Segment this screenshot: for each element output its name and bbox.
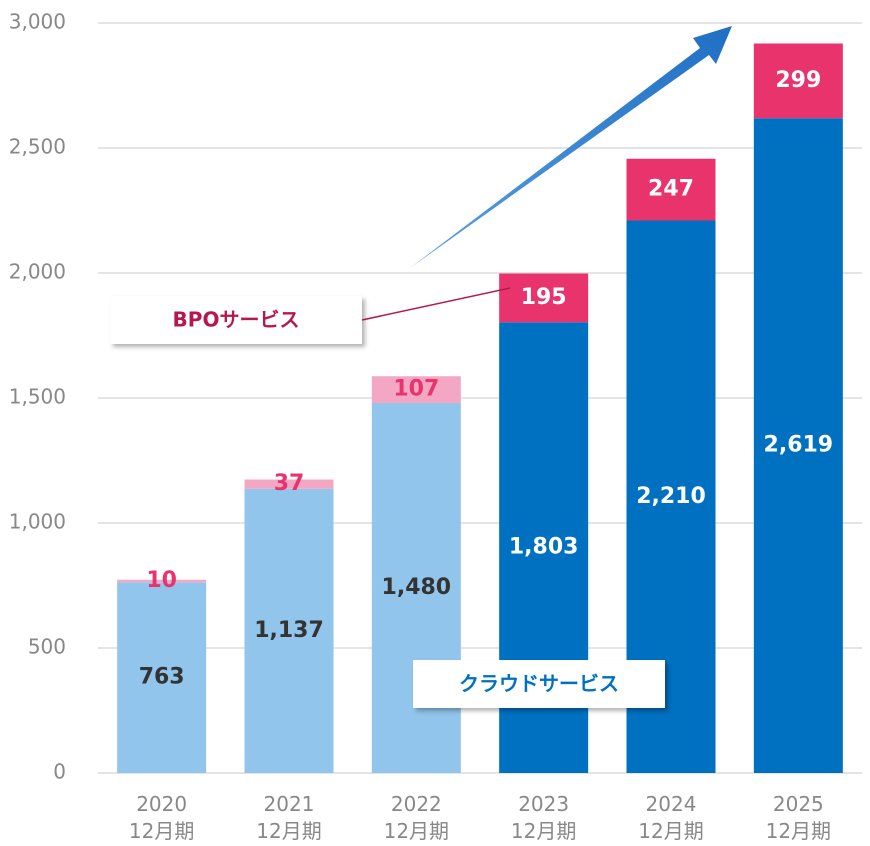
data-label: 10 [146, 568, 177, 593]
data-label: 763 [139, 665, 185, 690]
data-label: 37 [274, 471, 305, 496]
y-tick-label: 2,000 [9, 260, 66, 284]
x-tick-label: 2022 12月期 [383, 792, 450, 843]
data-label: 195 [521, 285, 567, 310]
data-label: 247 [648, 177, 694, 202]
legend-label: BPOサービス [173, 308, 300, 332]
legend-box [413, 660, 665, 708]
bar-segment [371, 403, 461, 773]
data-label: 2,619 [764, 433, 834, 458]
bar-segment [371, 376, 461, 403]
y-tick-label: 0 [53, 760, 66, 784]
legend-box [110, 296, 362, 344]
data-label: 1,803 [509, 535, 579, 560]
data-label: 2,210 [636, 484, 706, 509]
y-tick-label: 2,500 [9, 135, 66, 159]
bar-segment [244, 479, 334, 489]
legend-leader [361, 287, 511, 321]
bar-segment [244, 488, 334, 773]
y-tick-label: 3,000 [9, 10, 66, 34]
y-tick-label: 1,000 [9, 510, 66, 534]
x-tick-label: 2025 12月期 [765, 792, 832, 843]
y-tick-label: 500 [28, 635, 66, 659]
data-label: 107 [393, 377, 439, 402]
growth-arrow [410, 26, 732, 268]
data-label: 1,137 [254, 618, 324, 643]
bar-segment [117, 579, 207, 583]
x-tick-label: 2023 12月期 [510, 792, 577, 843]
bar-segment [117, 582, 207, 773]
bar-segment [626, 158, 716, 221]
legend-label: クラウドサービス [459, 672, 619, 696]
y-tick-label: 1,500 [9, 385, 66, 409]
bar-segment [753, 43, 843, 119]
x-tick-label: 2024 12月期 [638, 792, 704, 843]
data-label: 299 [775, 68, 821, 93]
bar-segment [753, 118, 843, 773]
data-label: 1,480 [382, 575, 452, 600]
bar-segment [499, 273, 589, 323]
x-tick-label: 2021 12月期 [256, 792, 322, 843]
x-tick-label: 2020 12月期 [128, 792, 195, 843]
